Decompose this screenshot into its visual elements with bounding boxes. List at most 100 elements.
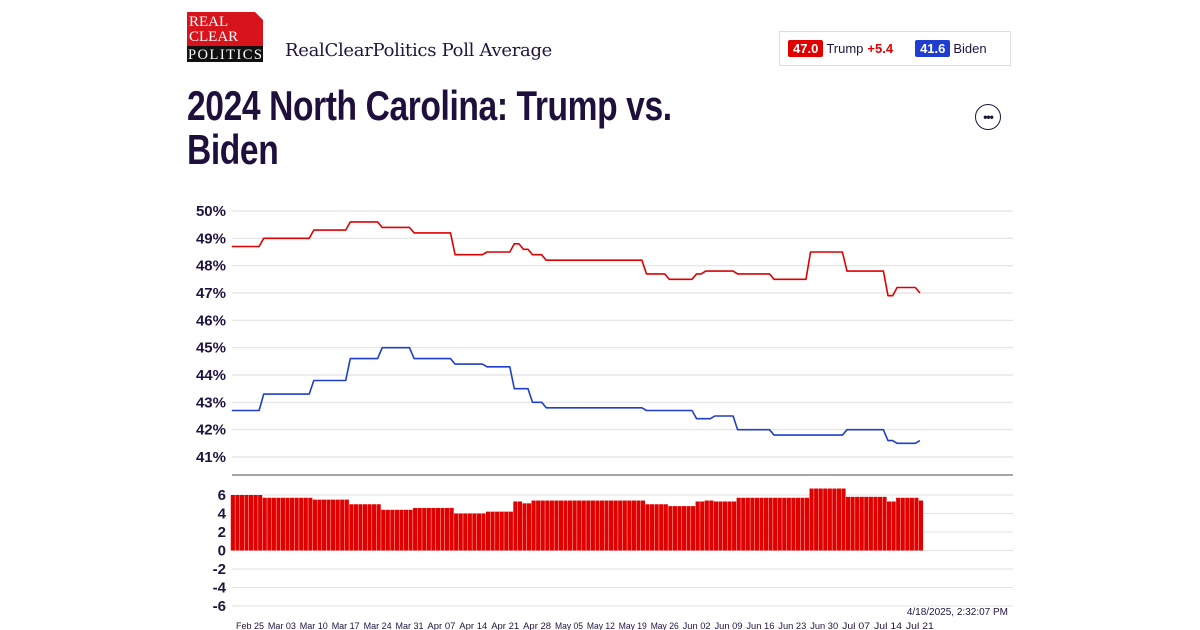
spread-bar bbox=[604, 500, 609, 551]
x-tick-label: Mar 10 bbox=[300, 621, 328, 630]
rcp-logo[interactable]: REAL CLEAR POLITICS bbox=[187, 12, 263, 62]
spread-bar bbox=[918, 500, 924, 551]
x-tick-label: Apr 14 bbox=[459, 621, 487, 630]
spread-bar bbox=[253, 495, 258, 551]
spread-bar bbox=[654, 504, 659, 551]
spread-bar bbox=[800, 497, 805, 551]
spread-y-tick-label: -4 bbox=[213, 580, 227, 597]
spread-bar bbox=[499, 511, 504, 551]
spread-bar bbox=[627, 500, 632, 551]
spread-bar bbox=[668, 506, 673, 551]
spread-bar bbox=[613, 500, 618, 551]
more-options-button[interactable]: ••• bbox=[975, 104, 1001, 130]
spread-bar bbox=[285, 497, 290, 551]
spread-bar bbox=[531, 500, 536, 551]
spread-value: +5.4 bbox=[867, 41, 894, 56]
spread-bar bbox=[809, 488, 814, 551]
x-tick-label: Jun 09 bbox=[715, 621, 743, 630]
spread-bar bbox=[235, 495, 240, 551]
spread-bar bbox=[485, 511, 491, 551]
spread-bar bbox=[558, 500, 564, 551]
spread-bar bbox=[681, 506, 687, 551]
spread-bar bbox=[896, 497, 901, 551]
trump-value-badge: 47.0 bbox=[788, 40, 824, 57]
spread-bar bbox=[718, 501, 723, 551]
x-tick-label: Feb 25 bbox=[236, 621, 264, 630]
spread-bar bbox=[622, 500, 627, 551]
spread-bar bbox=[777, 497, 782, 551]
spread-bar bbox=[449, 507, 454, 551]
x-tick-label: Mar 24 bbox=[364, 621, 392, 630]
spread-bar bbox=[504, 511, 509, 551]
x-tick-label: Jul 14 bbox=[874, 621, 902, 630]
spread-bar bbox=[741, 497, 746, 551]
spread-bar bbox=[522, 503, 527, 551]
spread-bar bbox=[750, 497, 755, 551]
spread-bar bbox=[290, 497, 295, 551]
spread-bar bbox=[609, 500, 614, 551]
spread-bar bbox=[426, 507, 431, 551]
spread-bar bbox=[394, 509, 399, 551]
y-tick-label: 42% bbox=[196, 422, 226, 439]
spread-bar bbox=[877, 496, 883, 551]
biden-value-badge: 41.6 bbox=[915, 40, 951, 57]
timestamp: 4/18/2025, 2:32:07 PM bbox=[907, 607, 1008, 618]
ellipsis-icon: ••• bbox=[983, 110, 994, 124]
spread-bar bbox=[786, 497, 791, 551]
spread-y-tick-label: 0 bbox=[218, 543, 226, 560]
x-tick-label: Jun 23 bbox=[778, 621, 806, 630]
spread-bar bbox=[695, 501, 700, 551]
spread-bar bbox=[467, 513, 472, 551]
spread-bar bbox=[841, 488, 846, 551]
spread-bar bbox=[900, 497, 905, 551]
spread-bar bbox=[495, 511, 500, 551]
spread-bar bbox=[791, 497, 796, 551]
spread-bar bbox=[759, 497, 764, 551]
spread-bar bbox=[677, 506, 682, 551]
y-tick-label: 47% bbox=[196, 285, 226, 302]
y-tick-label: 43% bbox=[196, 394, 226, 411]
spread-bar bbox=[663, 504, 668, 551]
spread-bar bbox=[262, 497, 267, 551]
spread-bar bbox=[385, 509, 390, 551]
spread-bar bbox=[458, 513, 463, 551]
spread-bar bbox=[586, 500, 591, 551]
spread-bar bbox=[294, 497, 299, 551]
spread-bar bbox=[814, 488, 819, 551]
spread-bar bbox=[754, 497, 759, 551]
spread-bar bbox=[249, 495, 254, 551]
spread-bar bbox=[308, 497, 313, 551]
y-tick-label: 50% bbox=[196, 203, 226, 220]
spread-bar bbox=[353, 504, 358, 551]
spread-bar bbox=[321, 499, 327, 551]
spread-y-tick-label: 6 bbox=[218, 487, 226, 504]
spread-bar bbox=[727, 501, 732, 551]
spread-bar bbox=[618, 500, 623, 551]
x-tick-label: Mar 03 bbox=[268, 621, 296, 630]
spread-bar bbox=[312, 499, 317, 551]
trump-line bbox=[231, 221, 921, 297]
spread-bar bbox=[367, 504, 372, 551]
spread-bar bbox=[595, 500, 600, 551]
spread-bar bbox=[490, 511, 495, 551]
spread-bar bbox=[317, 499, 322, 551]
spread-bar bbox=[768, 497, 773, 551]
spread-bar bbox=[672, 506, 677, 551]
spread-bar bbox=[891, 501, 896, 551]
spread-bar bbox=[463, 513, 468, 551]
spread-bar bbox=[526, 503, 532, 551]
spread-bar bbox=[267, 497, 272, 551]
x-tick-label: Apr 07 bbox=[427, 621, 455, 630]
spread-bar bbox=[508, 511, 513, 551]
x-tick-label: May 05 bbox=[555, 621, 583, 630]
x-tick-label: Jul 07 bbox=[842, 621, 870, 630]
spread-bar bbox=[823, 488, 828, 551]
x-tick-label: Mar 17 bbox=[332, 621, 360, 630]
spread-bar bbox=[691, 506, 696, 551]
spread-bar bbox=[280, 497, 286, 551]
x-tick-label: Jun 16 bbox=[746, 621, 774, 630]
spread-bar bbox=[358, 504, 363, 551]
spread-bar bbox=[376, 504, 381, 551]
spread-bar bbox=[444, 507, 450, 551]
x-tick-label: May 26 bbox=[651, 621, 679, 630]
